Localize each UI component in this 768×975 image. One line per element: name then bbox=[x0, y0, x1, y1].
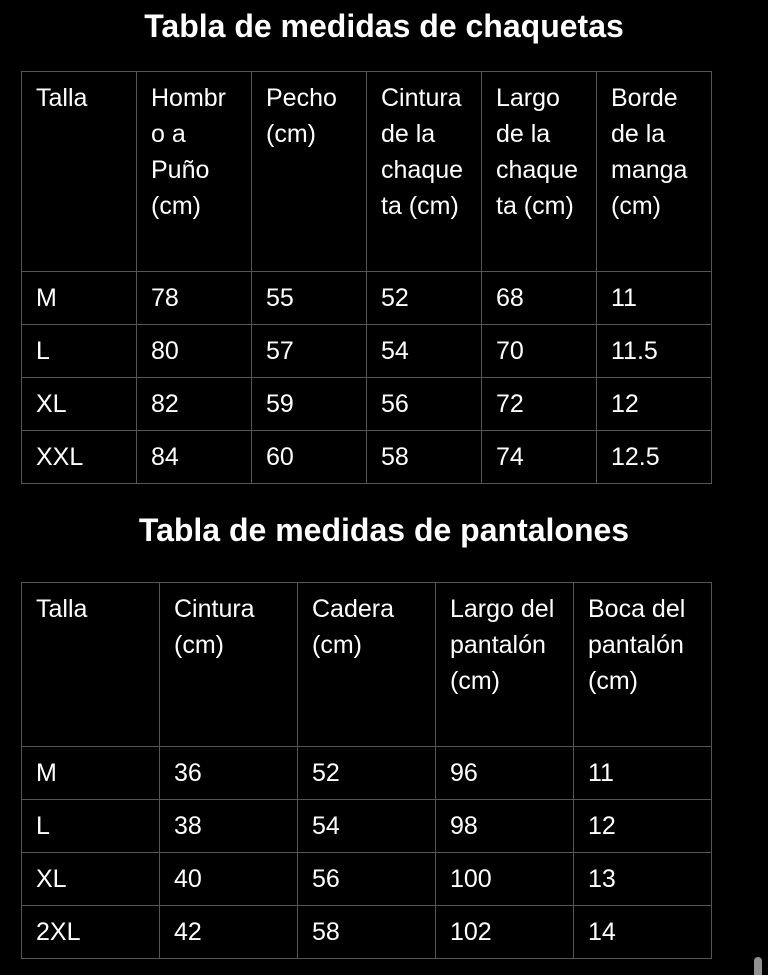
table-row: XL 82 59 56 72 12 bbox=[21, 377, 712, 431]
table-cell: 56 bbox=[366, 377, 482, 431]
pants-table-title: Tabla de medidas de pantalones bbox=[138, 512, 630, 548]
table-cell: 58 bbox=[297, 905, 436, 959]
table-row: M 78 55 52 68 11 bbox=[21, 271, 712, 325]
table-cell: M bbox=[21, 271, 137, 325]
table-cell: 59 bbox=[251, 377, 367, 431]
table-cell: L bbox=[21, 324, 137, 378]
table-cell: 56 bbox=[297, 852, 436, 906]
table-header-row: Talla Cintura (cm) Cadera (cm) Largo del… bbox=[21, 582, 712, 747]
table-cell: 58 bbox=[366, 430, 482, 484]
table-cell: 60 bbox=[251, 430, 367, 484]
table-cell: 68 bbox=[481, 271, 597, 325]
scrollbar-thumb[interactable] bbox=[754, 957, 762, 975]
table-cell: 12.5 bbox=[596, 430, 712, 484]
table-cell: M bbox=[21, 746, 160, 800]
table-row: 2XL 42 58 102 14 bbox=[21, 905, 712, 959]
header-cell-largo-pantalon: Largo del pantalón (cm) bbox=[435, 582, 574, 747]
table-cell: 72 bbox=[481, 377, 597, 431]
header-cell-cadera: Cadera (cm) bbox=[297, 582, 436, 747]
table-cell: 2XL bbox=[21, 905, 160, 959]
table-cell: 84 bbox=[136, 430, 252, 484]
table-cell: 54 bbox=[366, 324, 482, 378]
header-cell-borde-manga: Borde de la manga (cm) bbox=[596, 71, 712, 272]
table-cell: 96 bbox=[435, 746, 574, 800]
table-cell: 52 bbox=[366, 271, 482, 325]
table-row: L 80 57 54 70 11.5 bbox=[21, 324, 712, 378]
table-cell: XXL bbox=[21, 430, 137, 484]
table-cell: 12 bbox=[573, 799, 712, 853]
table-cell: 78 bbox=[136, 271, 252, 325]
table-cell: 52 bbox=[297, 746, 436, 800]
table-cell: 13 bbox=[573, 852, 712, 906]
jackets-size-table: Talla Hombro a Puño (cm) Pecho (cm) Cint… bbox=[21, 71, 712, 484]
table-cell: 57 bbox=[251, 324, 367, 378]
table-cell: L bbox=[21, 799, 160, 853]
header-cell-cintura-chaqueta: Cintura de la chaqueta (cm) bbox=[366, 71, 482, 272]
table-cell: 82 bbox=[136, 377, 252, 431]
table-cell: 11 bbox=[573, 746, 712, 800]
header-cell-boca-pantalon: Boca del pantalón (cm) bbox=[573, 582, 712, 747]
table-cell: XL bbox=[21, 852, 160, 906]
table-cell: 14 bbox=[573, 905, 712, 959]
table-cell: 55 bbox=[251, 271, 367, 325]
table-cell: 100 bbox=[435, 852, 574, 906]
header-cell-cintura: Cintura (cm) bbox=[159, 582, 298, 747]
table-header-row: Talla Hombro a Puño (cm) Pecho (cm) Cint… bbox=[21, 71, 712, 272]
table-cell: 11 bbox=[596, 271, 712, 325]
table-cell: 98 bbox=[435, 799, 574, 853]
header-cell-talla: Talla bbox=[21, 71, 137, 272]
table-cell: 11.5 bbox=[596, 324, 712, 378]
pants-size-table: Talla Cintura (cm) Cadera (cm) Largo del… bbox=[21, 582, 712, 959]
header-cell-largo-chaqueta: Largo de la chaqueta (cm) bbox=[481, 71, 597, 272]
header-cell-talla: Talla bbox=[21, 582, 160, 747]
table-cell: 74 bbox=[481, 430, 597, 484]
table-row: XXL 84 60 58 74 12.5 bbox=[21, 430, 712, 484]
table-cell: 40 bbox=[159, 852, 298, 906]
header-cell-pecho: Pecho (cm) bbox=[251, 71, 367, 272]
table-cell: 54 bbox=[297, 799, 436, 853]
header-cell-hombro-a-puno: Hombro a Puño (cm) bbox=[136, 71, 252, 272]
table-cell: 80 bbox=[136, 324, 252, 378]
jackets-table-title: Tabla de medidas de chaquetas bbox=[144, 8, 624, 44]
table-cell: 12 bbox=[596, 377, 712, 431]
table-cell: 42 bbox=[159, 905, 298, 959]
table-row: XL 40 56 100 13 bbox=[21, 852, 712, 906]
table-row: L 38 54 98 12 bbox=[21, 799, 712, 853]
table-cell: 36 bbox=[159, 746, 298, 800]
table-cell: 102 bbox=[435, 905, 574, 959]
table-row: M 36 52 96 11 bbox=[21, 746, 712, 800]
table-cell: 38 bbox=[159, 799, 298, 853]
table-cell: XL bbox=[21, 377, 137, 431]
table-cell: 70 bbox=[481, 324, 597, 378]
